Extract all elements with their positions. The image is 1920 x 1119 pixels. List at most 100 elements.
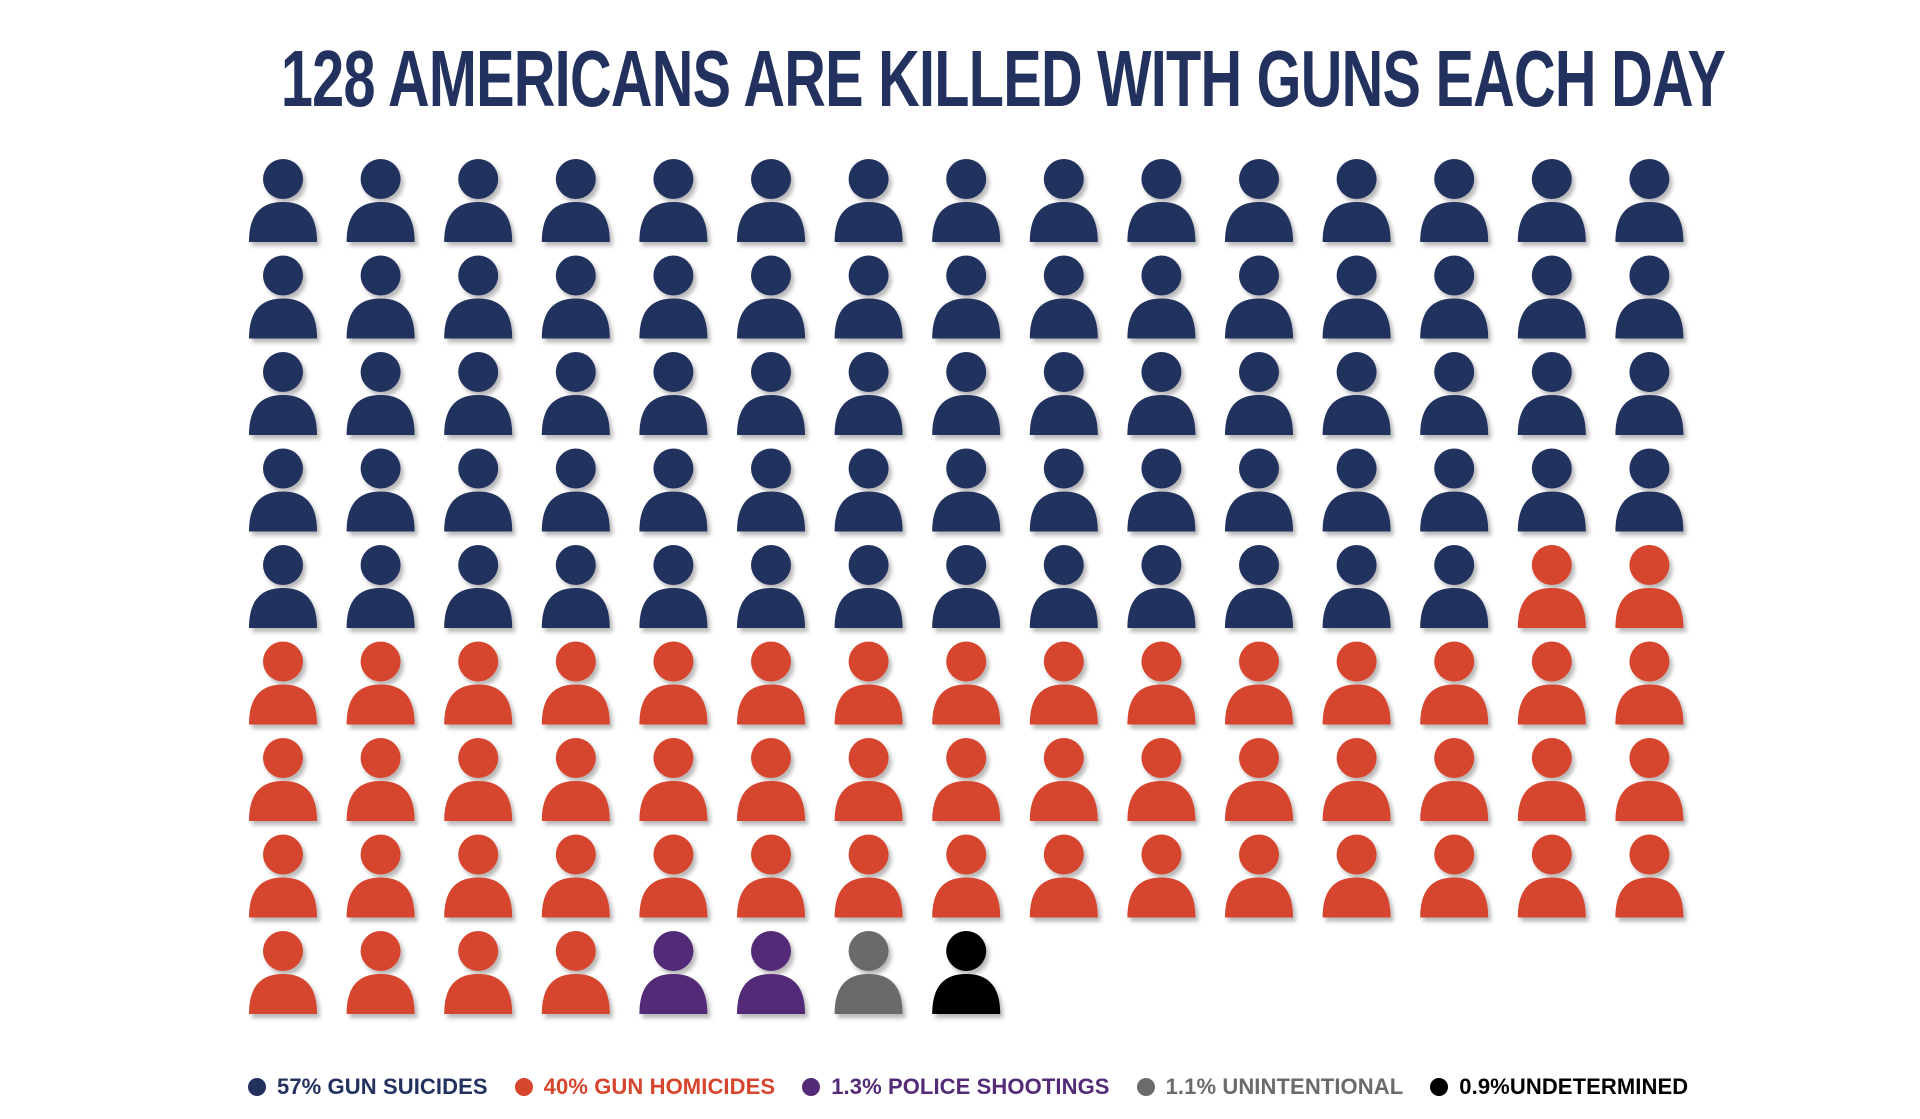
person-body xyxy=(1615,202,1684,242)
person-head xyxy=(1531,738,1572,778)
person-body xyxy=(444,974,513,1014)
person-icon xyxy=(346,255,415,339)
person-icon xyxy=(1517,641,1586,725)
chart-title: 128 AMERICANS ARE KILLED WITH GUNS EACH … xyxy=(0,34,1920,124)
person-body xyxy=(639,395,708,435)
person-icon xyxy=(1029,159,1098,242)
person-head xyxy=(1531,448,1572,489)
person-icon xyxy=(541,931,610,1014)
person-head xyxy=(946,641,987,682)
person-body xyxy=(639,684,708,725)
person-body xyxy=(1420,781,1489,821)
person-icon xyxy=(249,448,317,532)
person-head xyxy=(1141,545,1182,585)
person-icon xyxy=(639,448,708,532)
person-body xyxy=(1225,202,1293,242)
person-body xyxy=(639,298,708,339)
person-icon xyxy=(1322,641,1391,725)
person-head xyxy=(360,641,401,682)
person-body xyxy=(1322,588,1391,628)
person-head xyxy=(1629,545,1670,585)
person-head xyxy=(1239,159,1279,199)
person-head xyxy=(848,448,889,489)
person-body xyxy=(834,974,903,1014)
person-icon xyxy=(1029,352,1098,435)
person-head xyxy=(458,738,499,778)
person-icon xyxy=(346,738,415,821)
person-body xyxy=(1517,684,1586,725)
person-body xyxy=(1615,684,1684,725)
person-icon xyxy=(1225,641,1293,725)
person-head xyxy=(653,834,694,875)
legend-item: 40% GUN HOMICIDES xyxy=(514,1074,776,1100)
person-head xyxy=(263,931,303,971)
person-icon xyxy=(1029,641,1098,725)
person-head xyxy=(848,545,889,585)
legend-label: 1.3% POLICE SHOOTINGS xyxy=(831,1074,1110,1099)
person-icon xyxy=(249,834,317,918)
person-icon xyxy=(834,931,903,1014)
person-body xyxy=(1517,298,1586,339)
person-icon xyxy=(932,738,1001,821)
person-head xyxy=(1239,545,1279,585)
person-icon xyxy=(346,545,415,628)
person-icon xyxy=(444,545,513,628)
person-body xyxy=(1127,781,1196,821)
person-head xyxy=(751,448,791,489)
person-icon xyxy=(639,352,708,435)
person-body xyxy=(834,588,903,628)
person-head xyxy=(751,641,791,682)
person-icon xyxy=(249,159,317,242)
person-body xyxy=(834,877,903,918)
person-icon xyxy=(1225,352,1293,435)
person-body xyxy=(1225,684,1293,725)
person-body xyxy=(737,395,805,435)
person-icon xyxy=(444,352,513,435)
person-head xyxy=(360,931,401,971)
person-body xyxy=(932,877,1001,918)
person-icon xyxy=(1615,255,1684,339)
person-body xyxy=(1615,877,1684,918)
person-head xyxy=(555,159,596,199)
person-head xyxy=(848,255,889,296)
person-body xyxy=(1029,298,1098,339)
person-icon xyxy=(834,255,903,339)
person-body xyxy=(737,781,805,821)
person-body xyxy=(346,395,415,435)
person-icon xyxy=(737,738,805,821)
person-head xyxy=(1141,448,1182,489)
person-body xyxy=(737,974,805,1014)
person-head xyxy=(653,931,694,971)
person-body xyxy=(1127,491,1196,532)
person-icon xyxy=(444,255,513,339)
person-head xyxy=(1043,738,1084,778)
person-icon xyxy=(249,931,317,1014)
person-head xyxy=(1629,738,1670,778)
person-head xyxy=(555,352,596,392)
person-icon xyxy=(932,255,1001,339)
person-icon xyxy=(932,641,1001,725)
person-body xyxy=(834,684,903,725)
person-icon xyxy=(639,641,708,725)
person-icon xyxy=(737,641,805,725)
person-body xyxy=(1322,395,1391,435)
person-body xyxy=(249,395,317,435)
person-head xyxy=(1336,448,1377,489)
person-body xyxy=(1517,395,1586,435)
person-icon xyxy=(1517,834,1586,918)
person-icon xyxy=(444,159,513,242)
person-body xyxy=(737,202,805,242)
person-icon xyxy=(737,545,805,628)
person-icon xyxy=(737,352,805,435)
person-icon xyxy=(1127,352,1196,435)
person-head xyxy=(946,738,987,778)
person-icon xyxy=(1225,545,1293,628)
person-icon xyxy=(1517,255,1586,339)
person-head xyxy=(1043,545,1084,585)
person-body xyxy=(1225,588,1293,628)
person-body xyxy=(346,974,415,1014)
person-body xyxy=(541,491,610,532)
person-icon xyxy=(834,834,903,918)
person-head xyxy=(946,545,987,585)
person-icon xyxy=(834,448,903,532)
